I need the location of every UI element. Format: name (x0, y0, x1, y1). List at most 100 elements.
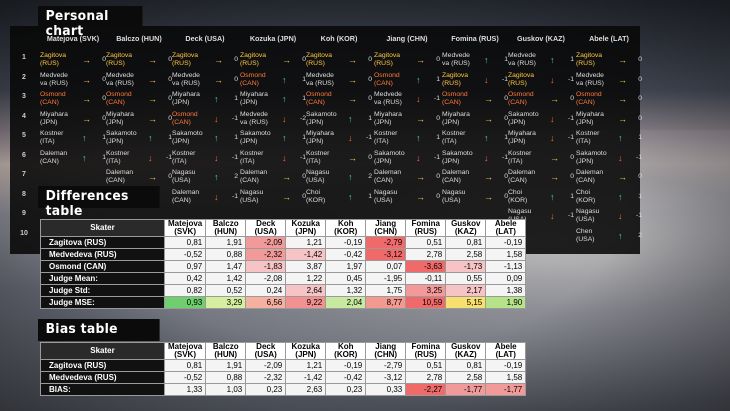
skater-name: Zagitova (RUS) (508, 71, 535, 87)
skater-name: Choi (KOR) (508, 188, 528, 204)
table-cell: -1,73 (445, 260, 487, 273)
skater-name: Zagitova (RUS) (442, 71, 469, 87)
table-cell: -0,52 (163, 371, 207, 384)
arrow-up-icon: ↑ (550, 55, 555, 65)
table-cell: 0,51 (405, 236, 447, 249)
place-difference: 1 (302, 95, 306, 102)
skater-name: Medvede va (RUS) (40, 71, 68, 87)
place-difference: 0 (368, 95, 372, 102)
arrow-right-icon: → (282, 191, 291, 202)
arrow-down-icon: ↓ (484, 74, 489, 85)
skater-name: Kostner (ITA) (374, 130, 398, 145)
arrow-right-icon: → (618, 172, 627, 182)
table-cell: 2,78 (405, 248, 447, 261)
personal-chart-entry: Zagitova (RUS) → 0 (576, 50, 642, 72)
table-cell: 0,93 (163, 296, 207, 309)
personal-chart-entry: Sakamoto (JPN) ↑ 1 (106, 128, 172, 150)
skater-name: Osmond (CAN) (240, 71, 266, 87)
place-difference: -1 (635, 153, 642, 161)
place-difference: -1 (433, 153, 440, 161)
place-difference: 0 (168, 114, 172, 122)
skater-name: Daleman (CAN) (240, 169, 268, 184)
skater-name: Miyahara (JPN) (442, 110, 470, 126)
table-cell: -1,42 (285, 248, 327, 261)
skater-name: Daleman (CAN) (508, 169, 536, 184)
table-cell: -2,09 (245, 236, 287, 249)
table-cell: 0,07 (365, 260, 407, 273)
skater-name: Miyahara (JPN) (172, 91, 200, 106)
personal-chart-entry: Miyahara (JPN) → 0 (106, 109, 172, 131)
skater-name: Daleman (CAN) (576, 169, 604, 184)
place-difference: 0 (102, 114, 106, 122)
arrow-down-icon: ↓ (282, 113, 287, 124)
personal-chart-entry: Miyahara (JPN) ↑ 1 (172, 89, 238, 111)
row-label: BIAS: (40, 383, 165, 396)
personal-chart-entry: Nagasu (USA) → 0 (442, 187, 508, 209)
table-cell: 5,15 (445, 296, 487, 309)
place-difference: -1 (231, 192, 238, 200)
personal-chart-entry: Medvede va (RUS) ↓ -2 (240, 109, 306, 131)
arrow-up-icon: ↑ (282, 94, 287, 104)
skater-name: Sakamoto (JPN) (442, 149, 473, 165)
judge-column-header: Guskov (KAZ) (445, 342, 487, 360)
table-cell: -2,32 (245, 371, 287, 384)
place-difference: 1 (504, 134, 508, 141)
table-cell: 0,81 (445, 236, 487, 249)
personal-chart-entry: Zagitova (RUS) → 0 (172, 50, 238, 72)
row-label: Judge MSE: (40, 296, 165, 309)
skater-name: Kostner (ITA) (172, 149, 196, 165)
row-label: Medvedeva (RUS) (40, 248, 165, 261)
table-cell: -1,95 (365, 272, 407, 285)
table-cell: 3,25 (405, 284, 447, 297)
table-cell: 1,75 (365, 284, 407, 297)
table-cell: -2,79 (365, 236, 407, 249)
differences-table-title: Differences table (38, 186, 160, 219)
table-cell: 1,58 (485, 248, 527, 261)
place-difference: 1 (302, 134, 306, 141)
skater-name: Medvede va (RUS) (508, 52, 536, 67)
personal-chart-entry: Medvede va (RUS) ↓ -1 (374, 89, 440, 111)
arrow-up-icon: ↑ (416, 133, 421, 143)
arrow-up-icon: ↑ (348, 172, 353, 182)
arrow-right-icon: → (214, 55, 223, 65)
table-cell: -0,42 (325, 248, 367, 261)
skater-name: Sakamoto (JPN) (576, 149, 607, 165)
personal-chart-judge-header: Fomina (RUS) (451, 34, 499, 43)
personal-chart-entry: Daleman (CAN) → 0 (240, 167, 306, 189)
personal-chart-entry: Kostner (ITA) ↓ -1 (172, 148, 238, 170)
table-cell: -2,09 (245, 359, 287, 372)
personal-chart-entry: Medvede va (RUS) → 0 (172, 70, 238, 92)
skater-name: Choi (KOR) (576, 188, 596, 204)
skater-name: Osmond (CAN) (576, 91, 602, 106)
arrow-down-icon: ↓ (214, 152, 219, 163)
judge-column-header: Koh (KOR) (325, 219, 367, 237)
table-cell: 2,64 (285, 284, 327, 297)
personal-chart-entry: Sakamoto (JPN) ↓ -1 (576, 148, 642, 170)
personal-chart-title: Personal chart (38, 6, 143, 39)
arrow-right-icon: → (148, 113, 157, 124)
personal-chart-entry: Choi (KOR) ↑ 1 (508, 187, 574, 209)
arrow-up-icon: ↑ (282, 133, 287, 143)
arrow-up-icon: ↑ (214, 133, 219, 143)
table-row: Judge Std: 0,82 0,52 0,24 2,64 1,32 1,75 3,25 2,… (40, 284, 527, 297)
table-cell: -2,32 (245, 248, 287, 261)
personal-chart-entry: Osmond (CAN) → 0 (442, 89, 508, 111)
personal-chart-entry: Miyahara (JPN) → 0 (576, 109, 642, 131)
table-cell: 0,23 (245, 383, 287, 396)
skater-name: Sakamoto (JPN) (508, 110, 539, 126)
personal-chart-row-number: 7 (22, 171, 26, 178)
table-cell: 0,33 (365, 383, 407, 396)
place-difference: -1 (567, 212, 574, 219)
personal-chart-entry: Osmond (CAN) ↑ 1 (240, 70, 306, 92)
table-cell: 3,87 (285, 260, 327, 273)
table-cell: 1,58 (485, 371, 527, 384)
place-difference: 0 (504, 95, 508, 102)
arrow-up-icon: ↑ (484, 55, 489, 65)
personal-chart-entry: Nagasu (USA) → 0 (240, 187, 306, 209)
place-difference: 0 (234, 75, 238, 83)
table-cell: -0,19 (485, 359, 527, 372)
bias-table: Skater Matejova (SVK) Balczo (HUN) Deck (USA) K… (40, 342, 527, 396)
personal-chart-judge-header: Koh (KOR) (320, 34, 358, 43)
judge-column-header: Kozuka (JPN) (285, 219, 327, 237)
personal-chart-entry: Medvede va (RUS) → 0 (40, 70, 106, 92)
